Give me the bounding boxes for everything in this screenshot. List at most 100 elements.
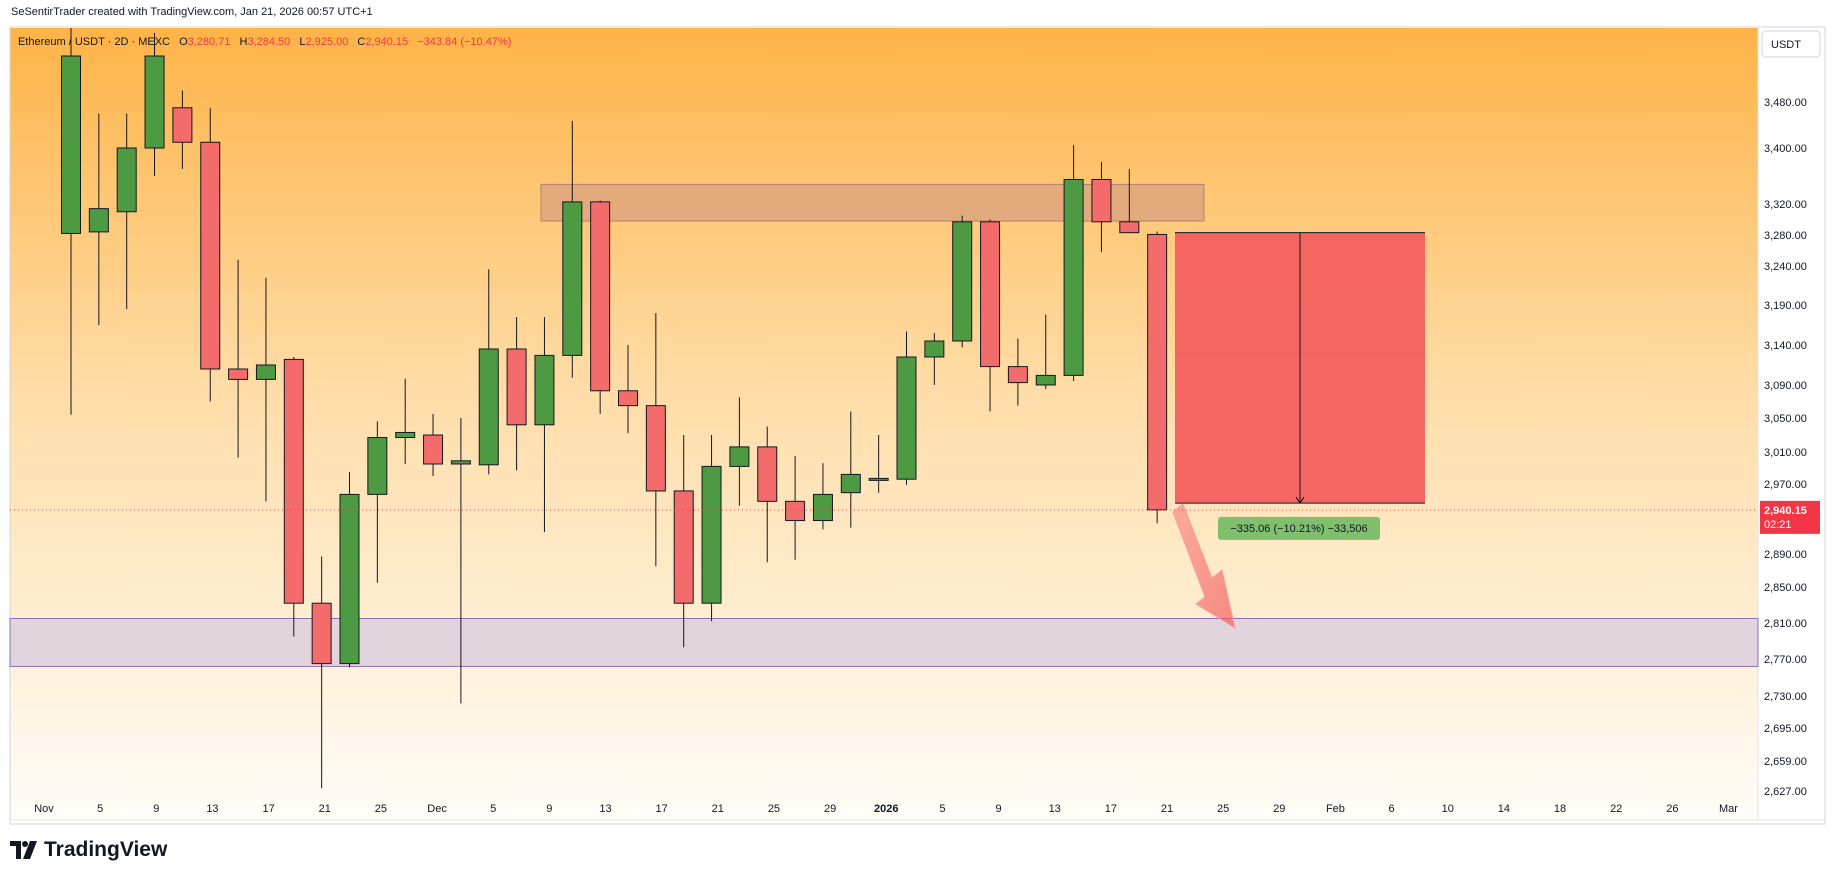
time-axis-tick: 17	[262, 803, 274, 815]
price-axis-tick: 2,695.00	[1764, 723, 1807, 735]
time-axis-tick: 25	[768, 803, 780, 815]
drawings-layer	[1172, 232, 1425, 630]
time-axis-tick: Mar	[1719, 803, 1738, 815]
time-axis[interactable]: Nov 5 9 13 17 21 25 Dec 5 9 13 17 21 25 29 2026 5 9 13 17 21…	[34, 803, 1738, 815]
svg-text:−335.06 (−10.21%) −33,506: −335.06 (−10.21%) −33,506	[1230, 523, 1367, 535]
candle	[868, 435, 889, 493]
close-label: C	[357, 36, 365, 48]
candle-body	[61, 55, 81, 234]
candle	[1119, 169, 1140, 234]
candle	[423, 413, 444, 476]
candle-body	[701, 465, 722, 604]
candle	[1147, 231, 1168, 524]
svg-text:Ethereum / USDT · 2D · MEXC: Ethereum / USDT · 2D · MEXC O3,280.71 H3…	[18, 36, 511, 48]
candle-body	[450, 460, 471, 465]
price-axis-tick: 3,050.00	[1764, 413, 1807, 425]
candle	[952, 215, 973, 348]
time-axis-tick: 2026	[874, 803, 898, 815]
time-axis-tick: Nov	[34, 803, 54, 815]
candle-body	[1063, 179, 1084, 376]
chart-credit: SeSentirTrader created with TradingView.…	[11, 6, 373, 18]
candle-body	[200, 141, 221, 370]
candle	[785, 456, 806, 560]
measure-label: −335.06 (−10.21%) −33,506	[1218, 516, 1380, 540]
candle-body	[1091, 179, 1112, 223]
candle-body	[311, 602, 332, 665]
open-value: 3,280.71	[188, 36, 231, 48]
candle-body	[228, 368, 249, 380]
candle-body	[840, 473, 861, 494]
candle-body	[1035, 374, 1056, 386]
candle	[283, 357, 304, 637]
close-value: 2,940.15	[365, 36, 408, 48]
price-axis-tick: 3,010.00	[1764, 447, 1807, 459]
price-axis-tick: 3,190.00	[1764, 300, 1807, 312]
candle	[367, 421, 388, 583]
candle-body	[116, 147, 137, 213]
candle	[1035, 314, 1056, 390]
candle-body	[757, 446, 778, 502]
last-price-badge: 2,940.15 02:21	[1760, 500, 1820, 534]
currency-button[interactable]: USDT	[1761, 30, 1821, 58]
candle	[673, 435, 694, 648]
price-axis-tick: 2,770.00	[1764, 654, 1807, 666]
candle	[618, 345, 638, 434]
price-axis-tick: 2,970.00	[1764, 479, 1807, 491]
price-axis-tick: 3,090.00	[1764, 380, 1807, 392]
candle	[395, 378, 416, 464]
candle-body	[423, 434, 444, 465]
candle-body	[812, 493, 833, 522]
candle	[116, 113, 137, 309]
time-axis-tick: 10	[1442, 803, 1454, 815]
candle	[1063, 145, 1084, 381]
support-zone[interactable]	[9, 618, 1759, 667]
candle	[701, 435, 722, 622]
time-axis-tick: 21	[1161, 803, 1173, 815]
candle-body	[534, 354, 555, 426]
candle-body	[868, 477, 889, 481]
measure-arrow-head	[1295, 496, 1305, 504]
price-range-measure[interactable]	[1175, 232, 1425, 504]
time-axis-tick: 13	[599, 803, 611, 815]
tradingview-logo[interactable]: TradingView	[10, 838, 167, 862]
time-axis-tick: 13	[1049, 803, 1061, 815]
candle	[172, 90, 193, 169]
candle-body	[1119, 221, 1140, 234]
price-axis[interactable]: 3,480.00 3,400.00 3,320.00 3,280.00 3,240.00…	[1764, 97, 1807, 798]
candle-body	[478, 348, 499, 466]
down-arrow-drawing[interactable]	[1172, 503, 1236, 630]
candle-body	[88, 208, 109, 233]
candle-body	[896, 356, 917, 480]
candle	[200, 107, 221, 402]
price-axis-tick: 3,240.00	[1764, 261, 1807, 273]
last-price-value: 2,940.15	[1764, 505, 1807, 517]
time-axis-tick: 5	[490, 803, 496, 815]
candle	[61, 28, 81, 415]
price-axis-tick: 3,320.00	[1764, 199, 1807, 211]
candle-body	[144, 55, 165, 149]
candle-body	[367, 437, 388, 495]
candle-body	[255, 364, 276, 380]
candle	[645, 313, 666, 567]
candle	[729, 397, 750, 506]
price-axis-tick: 2,627.00	[1764, 786, 1807, 798]
time-axis-tick: 29	[824, 803, 836, 815]
candle	[339, 472, 360, 668]
open-label: O	[179, 36, 188, 48]
price-axis-tick: 2,810.00	[1764, 618, 1807, 630]
candle	[534, 317, 555, 532]
time-axis-tick: Feb	[1326, 803, 1345, 815]
time-axis-tick: 21	[319, 803, 331, 815]
candle	[1091, 162, 1112, 253]
price-axis-tick: 3,480.00	[1764, 97, 1807, 109]
time-axis-tick: 25	[1217, 803, 1229, 815]
high-label: H	[240, 36, 248, 48]
candle-body	[339, 493, 360, 665]
plot-background	[10, 28, 1758, 820]
candle	[450, 418, 471, 704]
tradingview-logo-text: TradingView	[44, 838, 168, 861]
candle-body	[1147, 233, 1168, 511]
candle	[840, 411, 861, 528]
candle-body	[952, 221, 973, 342]
